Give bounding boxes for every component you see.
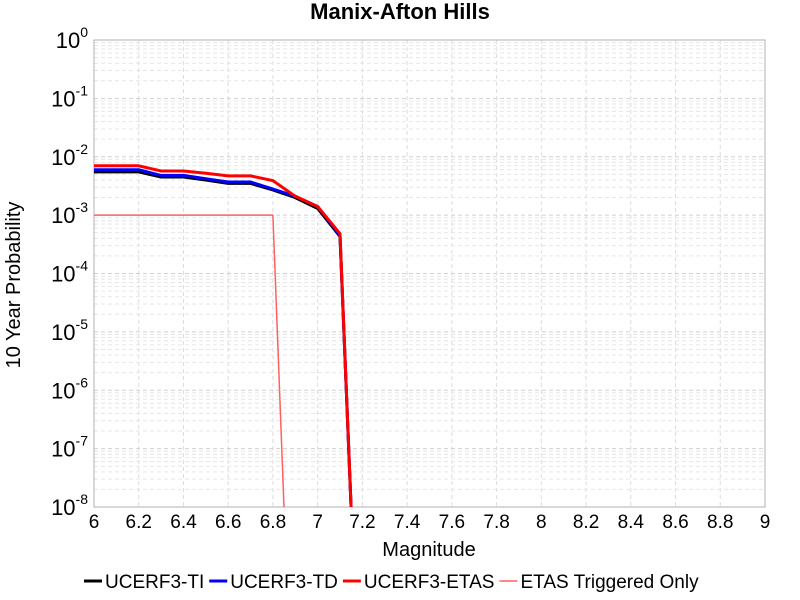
y-axis-label: 10 Year Probability (3, 202, 25, 369)
x-axis-label: Magnitude (382, 539, 475, 561)
legend-label: UCERF3-ETAS (364, 572, 495, 593)
legend-label: UCERF3-TD (230, 572, 338, 593)
x-tick-label: 8 (536, 512, 547, 533)
grid (93, 40, 766, 508)
x-tick-label: 6.4 (170, 512, 197, 533)
y-tick-label: 10-8 (51, 491, 88, 520)
x-tick-label: 9 (760, 512, 771, 533)
x-ticks: 6 6.2 6.4 6.6 6.8 7 7.2 7.4 7.6 7.8 8 8.2 8.4 8.6 8.8 9 (89, 512, 771, 533)
y-tick-label: 10-1 (51, 82, 88, 111)
y-tick-label: 100 (56, 24, 88, 53)
x-tick-label: 6.8 (260, 512, 286, 533)
x-tick-label: 7.8 (483, 512, 509, 533)
legend: UCERF3-TI UCERF3-TD UCERF3-ETAS ETAS Trigge… (84, 572, 699, 593)
x-tick-label: 8.8 (707, 512, 733, 533)
x-tick-label: 6.6 (215, 512, 241, 533)
y-tick-label: 10-3 (51, 199, 88, 228)
legend-item: UCERF3-ETAS (342, 572, 495, 593)
legend-item: UCERF3-TD (209, 572, 338, 593)
legend-item: UCERF3-TI (84, 572, 204, 593)
y-tick-label: 10-5 (51, 316, 88, 345)
legend-item: ETAS Triggered Only (499, 572, 699, 593)
plot-frame (93, 39, 766, 508)
x-tick-label: 7.6 (439, 512, 465, 533)
y-tick-label: 10-2 (51, 141, 88, 170)
x-tick-label: 6.2 (126, 512, 152, 533)
x-tick-label: 7.4 (394, 512, 421, 533)
x-tick-label: 6 (89, 512, 100, 533)
x-tick-label: 7 (312, 512, 323, 533)
series-line-etas-triggered-only (94, 214, 285, 507)
series-line-ucerf3-etas (94, 164, 353, 507)
legend-label: ETAS Triggered Only (520, 572, 699, 593)
y-tick-label: 10-7 (51, 433, 88, 462)
y-ticks: 100 10-1 10-2 10-3 10-4 10-5 10-6 10-7 10-8 (51, 24, 88, 520)
x-tick-label: 8.2 (573, 512, 599, 533)
x-tick-label: 8.4 (618, 512, 645, 533)
x-tick-label: 8.6 (662, 512, 688, 533)
chart-title: Manix-Afton Hills (310, 0, 490, 24)
x-tick-label: 7.2 (349, 512, 375, 533)
y-tick-label: 10-6 (51, 374, 88, 403)
y-tick-label: 10-4 (51, 258, 88, 287)
series-layer (94, 164, 353, 507)
legend-label: UCERF3-TI (105, 572, 204, 593)
